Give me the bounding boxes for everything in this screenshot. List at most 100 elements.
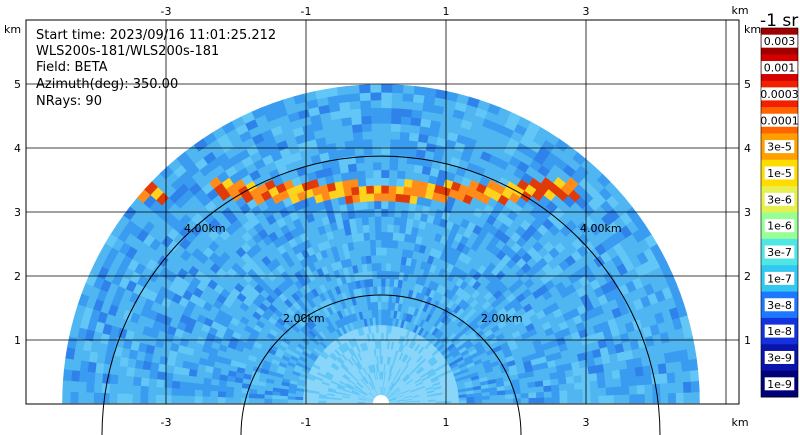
- range-gate: [635, 375, 645, 386]
- y-tick-left-3: 3: [14, 206, 21, 219]
- range-gate: [390, 99, 403, 109]
- range-gate: [620, 376, 630, 387]
- range-gate: [369, 239, 376, 248]
- colorbar-frame: [760, 27, 799, 398]
- range-gate: [263, 394, 273, 400]
- colorbar-label-bg: [764, 245, 795, 259]
- range-gate: [619, 368, 629, 379]
- range-gate: [171, 373, 182, 383]
- range-gate: [686, 347, 697, 361]
- range-gate: [139, 385, 149, 396]
- range-gate: [85, 382, 95, 394]
- range-gate: [383, 301, 389, 310]
- range-gate: [512, 392, 522, 399]
- range-gate: [372, 153, 382, 163]
- instrument-name: WLS200s-181/WLS200s-181: [36, 44, 219, 59]
- range-gate: [520, 392, 530, 399]
- grid-lines: [26, 20, 739, 404]
- y-tick-right-3: 3: [744, 206, 751, 219]
- range-gate: [691, 391, 700, 404]
- range-gate: [668, 392, 677, 404]
- range-gate: [551, 396, 561, 404]
- range-gate: [574, 381, 584, 390]
- range-gate: [394, 200, 403, 210]
- range-gate: [374, 223, 382, 233]
- range-gate: [380, 301, 385, 310]
- range-gate: [233, 387, 242, 394]
- colorbar-label: 1e-9: [767, 378, 792, 391]
- range-gate: [336, 85, 349, 96]
- range-gate: [398, 146, 409, 156]
- range-gate: [375, 246, 382, 256]
- range-gate: [388, 177, 398, 187]
- range-gate: [357, 177, 367, 187]
- range-gate: [380, 239, 388, 248]
- range-gate: [688, 358, 699, 371]
- range-gate: [666, 371, 676, 384]
- ring-label-2km-right: 2.00km: [481, 312, 523, 325]
- range-gate: [380, 316, 385, 326]
- range-gate: [373, 200, 382, 209]
- range-gate: [380, 177, 390, 186]
- range-gate: [391, 239, 399, 249]
- range-gate: [536, 396, 545, 404]
- range-gate: [398, 139, 409, 149]
- range-gate: [351, 123, 363, 133]
- range-gate: [108, 393, 118, 404]
- range-gate: [85, 392, 94, 404]
- range-gate: [404, 170, 414, 181]
- range-gate: [148, 370, 159, 380]
- range-gate: [566, 389, 576, 397]
- ring-label-2km-left: 2.00km: [283, 312, 325, 325]
- range-gate: [597, 386, 607, 396]
- range-gate: [380, 309, 385, 318]
- range-gate: [364, 177, 374, 187]
- y-tick-left-1: 1: [14, 334, 21, 347]
- range-gate: [325, 400, 335, 404]
- range-gate: [248, 398, 257, 404]
- range-gate: [386, 239, 393, 248]
- range-gate: [682, 381, 692, 393]
- range-gate: [642, 364, 652, 376]
- range-gate: [574, 388, 584, 397]
- range-gate: [93, 372, 104, 384]
- range-gate: [409, 187, 420, 197]
- range-gate: [380, 324, 385, 333]
- range-gate: [110, 364, 120, 376]
- range-gate: [369, 91, 382, 101]
- range-gate: [232, 392, 242, 399]
- range-gate: [93, 392, 102, 404]
- range-gate: [380, 184, 389, 194]
- range-gate: [389, 262, 396, 272]
- range-gate: [63, 358, 74, 371]
- colorbar-label-bg: [761, 61, 798, 75]
- range-gate: [396, 170, 406, 180]
- range-gate: [387, 208, 395, 218]
- range-gate: [353, 146, 364, 156]
- range-gate: [362, 138, 373, 148]
- range-gate: [392, 231, 400, 241]
- x-tick-top-1: 1: [443, 5, 450, 18]
- range-gate: [370, 115, 382, 124]
- range-gate: [271, 395, 281, 400]
- range-gate: [287, 399, 296, 404]
- range-gate: [186, 395, 195, 404]
- range-gate: [384, 278, 391, 287]
- range-gate: [375, 262, 382, 271]
- range-gate: [658, 372, 669, 384]
- range-gate: [186, 382, 196, 391]
- range-gate: [348, 92, 361, 102]
- colorbar-label: 3e-6: [767, 193, 792, 206]
- colorbar-label: 1e-6: [767, 220, 792, 233]
- range-gate: [380, 231, 388, 240]
- range-gate: [474, 399, 483, 404]
- range-gate: [116, 384, 126, 395]
- y-tick-right-4: 4: [744, 142, 751, 155]
- y-tick-left-5: 5: [14, 78, 21, 91]
- backscatter-sector: [62, 84, 700, 404]
- range-gate: [689, 369, 700, 382]
- range-gate: [77, 392, 87, 404]
- range-gate: [667, 382, 677, 394]
- range-gate: [551, 390, 561, 398]
- range-gate: [598, 394, 607, 404]
